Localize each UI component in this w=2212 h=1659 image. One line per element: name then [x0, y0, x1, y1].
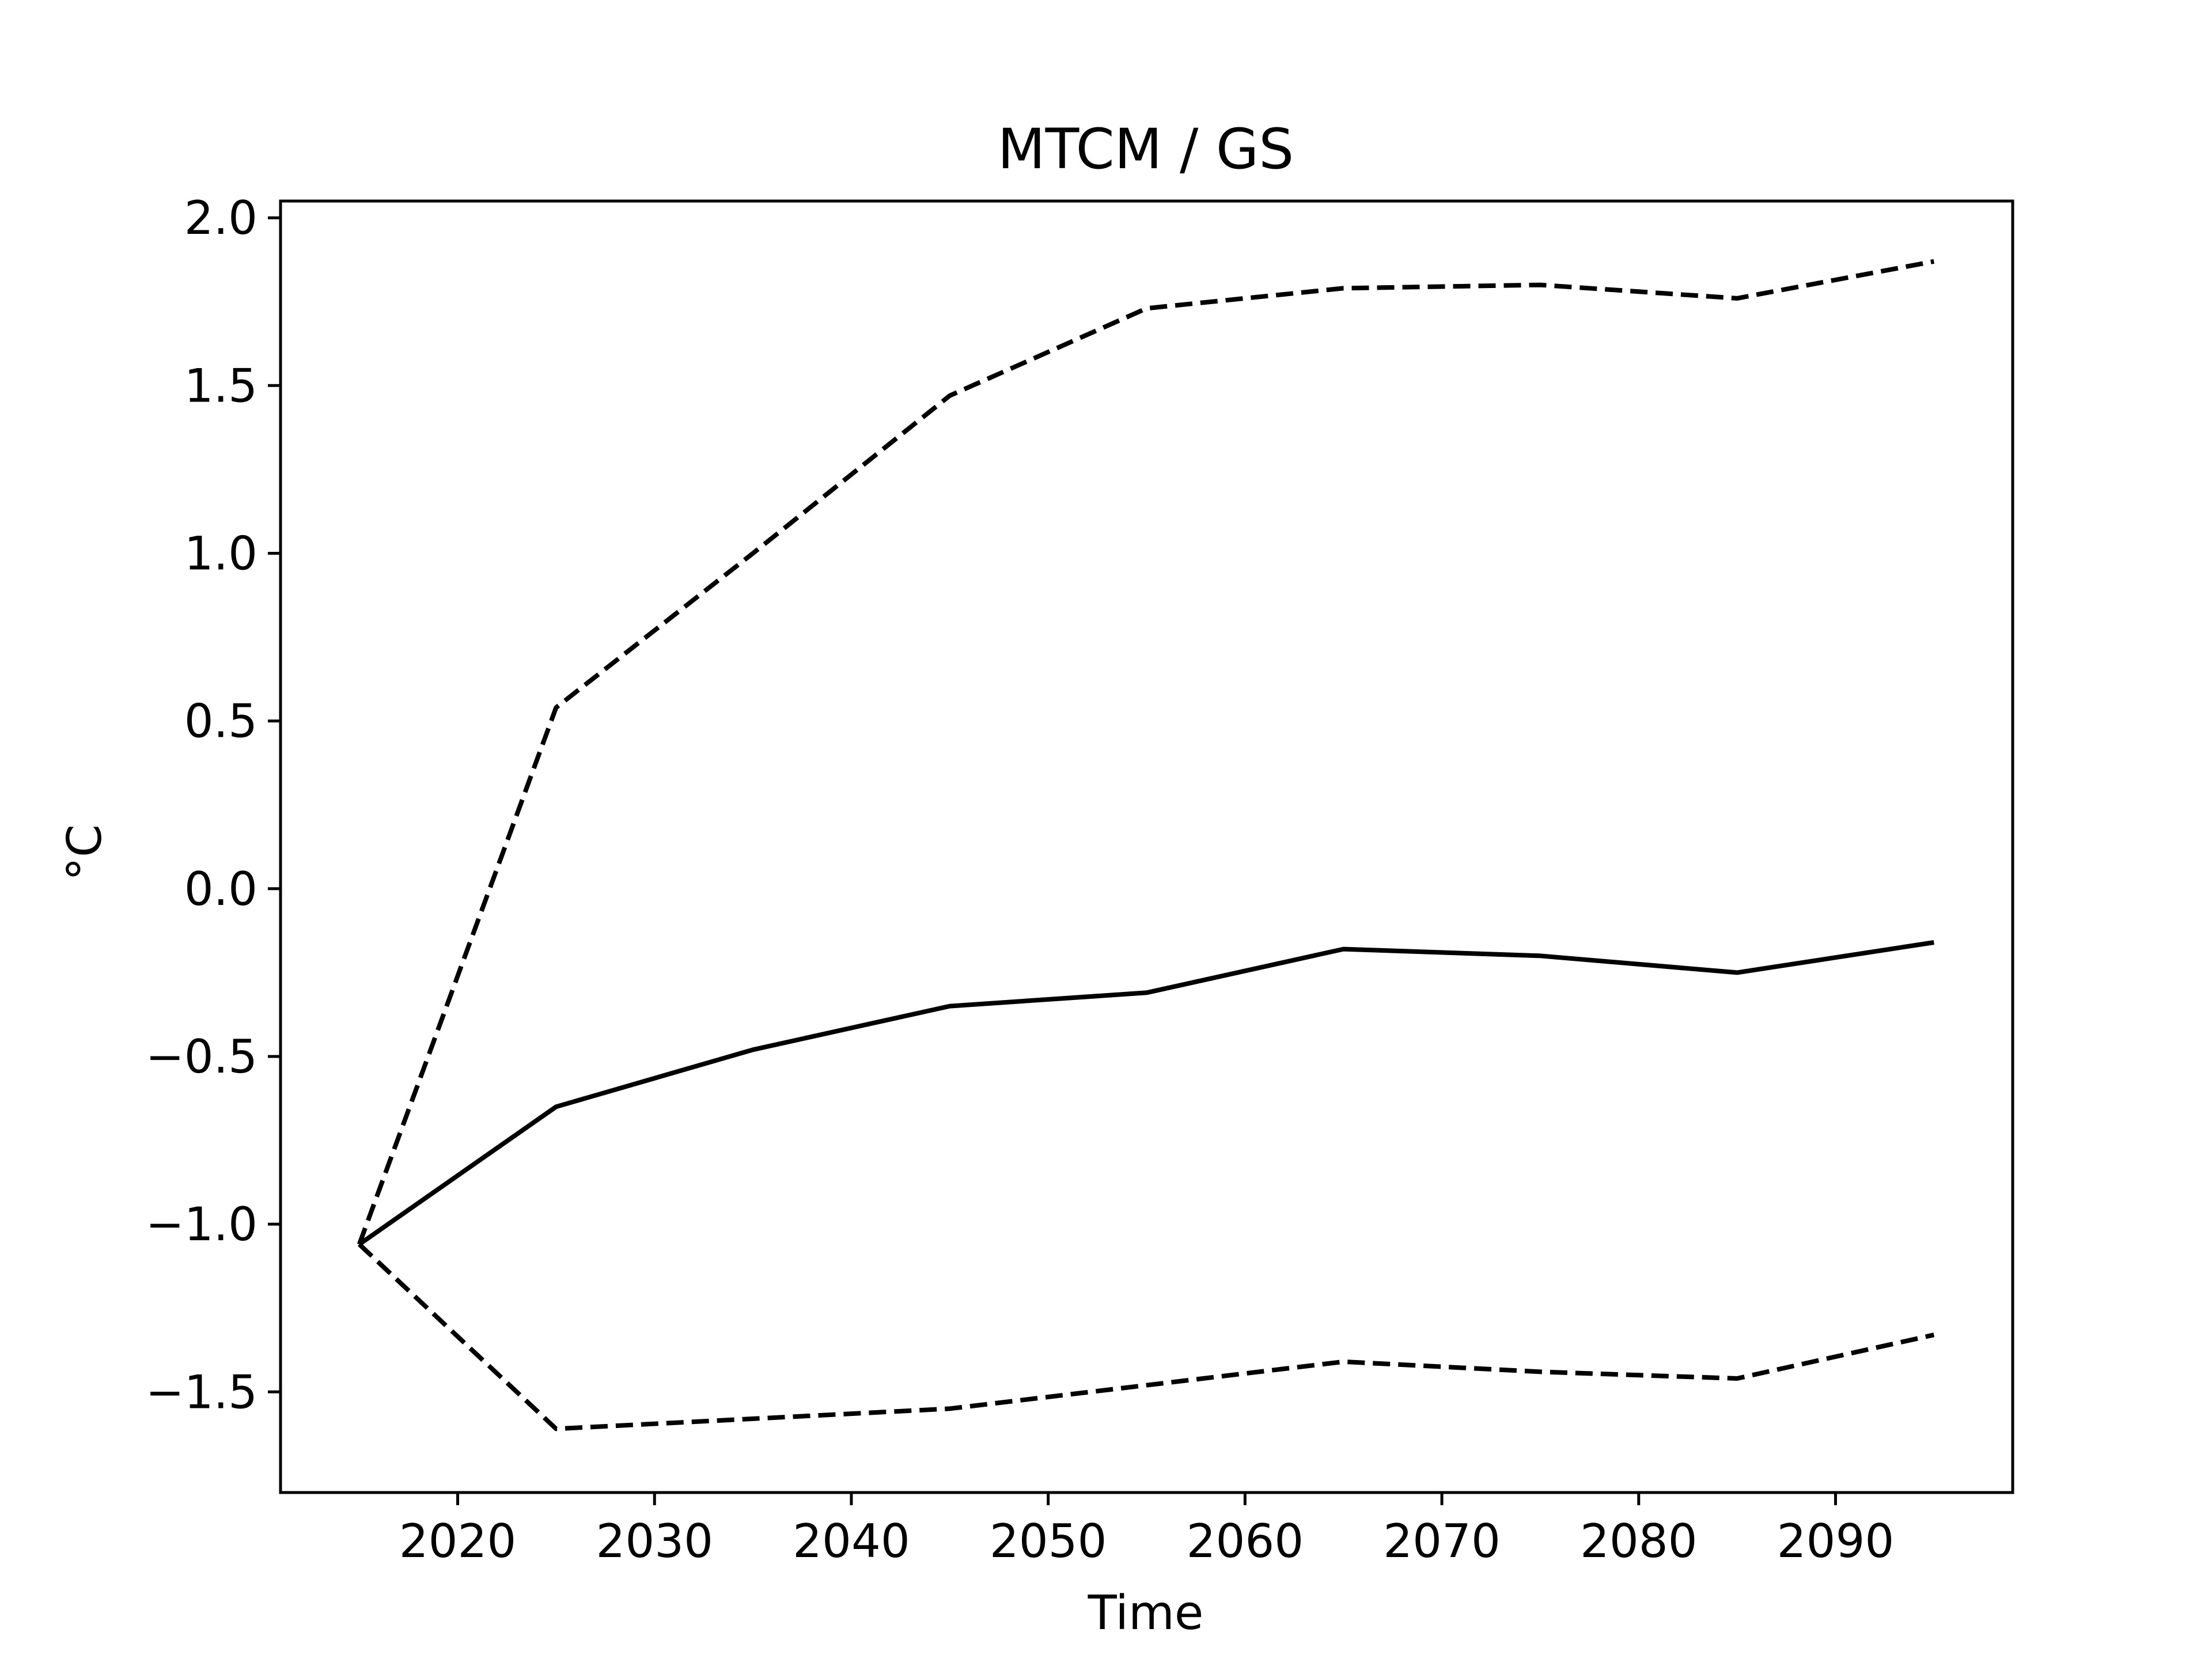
y-tick-label: −0.5	[146, 1030, 257, 1084]
series-layer	[357, 259, 1935, 1431]
y-tick-label: 0.0	[184, 862, 257, 916]
x-tick-label: 2040	[793, 1514, 910, 1568]
dashed-series-line-1	[357, 259, 1935, 1245]
y-tick-label: 2.0	[184, 191, 257, 245]
x-axis-label: Time	[1088, 1586, 1204, 1641]
ticks-layer: 2020 2030 2040 2050 2060 2070 2080 2090 −1.5 −1.0…	[146, 191, 1895, 1568]
chart-title: MTCM / GS	[998, 117, 1294, 181]
y-tick-label: 0.5	[184, 695, 257, 748]
y-tick-label: 1.5	[184, 359, 257, 412]
x-tick-label: 2090	[1777, 1514, 1895, 1568]
y-tick-label: −1.0	[146, 1198, 257, 1251]
y-tick-label: −1.5	[146, 1365, 257, 1419]
x-tick-label: 2080	[1580, 1514, 1698, 1568]
dashed-series-line-2	[357, 1243, 1935, 1431]
x-tick-label: 2060	[1187, 1514, 1304, 1568]
solid-series-line	[358, 940, 1934, 1247]
x-tick-label: 2050	[990, 1514, 1107, 1568]
y-axis-label: °C	[58, 824, 112, 881]
x-tick-label: 2030	[596, 1514, 713, 1568]
y-tick-label: 1.0	[184, 527, 257, 580]
plot-frame	[279, 199, 2014, 1494]
x-tick-label: 2070	[1383, 1514, 1501, 1568]
x-tick-label: 2020	[399, 1514, 517, 1568]
